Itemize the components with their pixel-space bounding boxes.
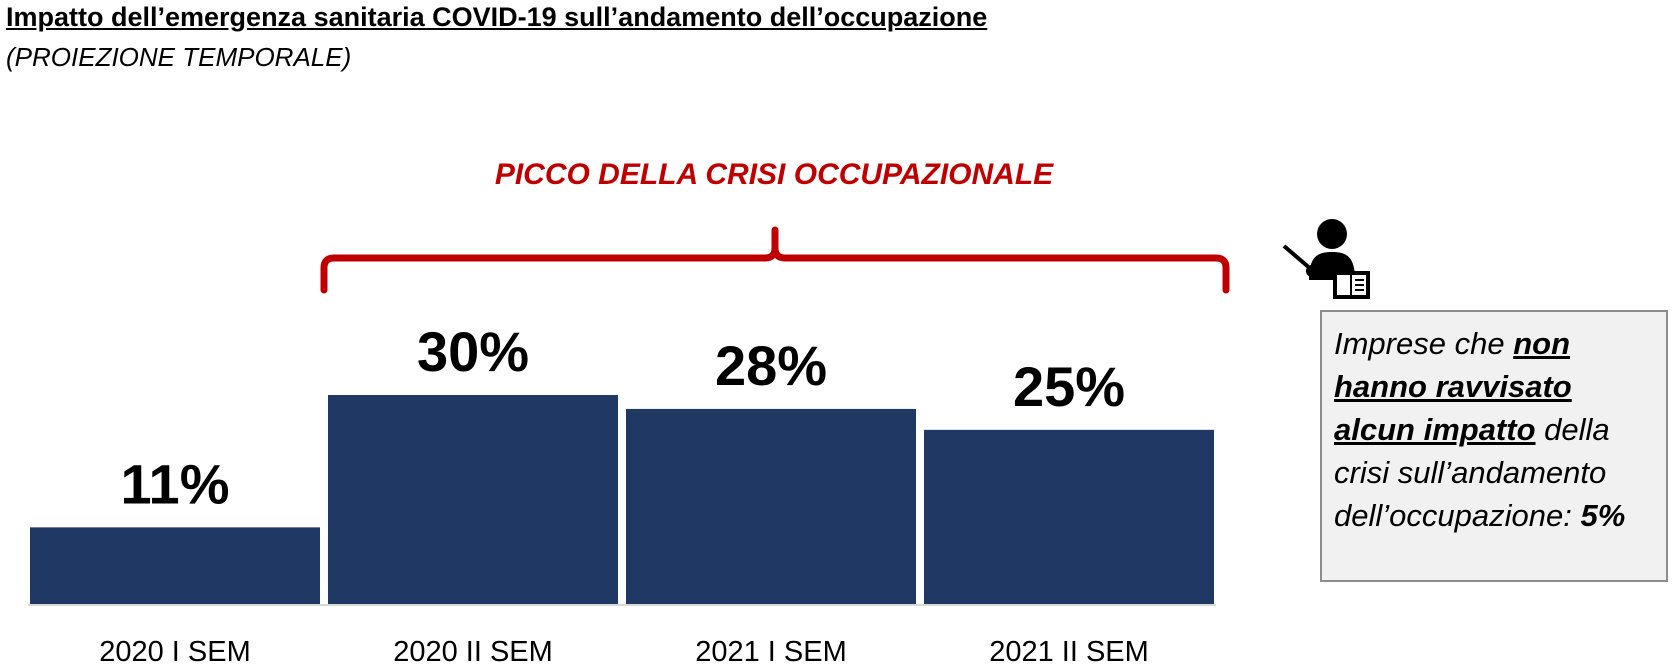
chart-subtitle: (PROIEZIONE TEMPORALE)	[6, 42, 352, 72]
note-box: Imprese che non hanno ravvisato alcun im…	[1320, 310, 1668, 582]
teacher-presentation-icon	[1282, 219, 1370, 299]
note-text-after: della crisi sull’andamento dell’occupazi…	[1334, 412, 1610, 533]
peak-bracket	[320, 226, 1230, 294]
value-label-2: 30%	[417, 320, 529, 383]
bar-4	[924, 429, 1214, 604]
value-labels-group: 11% 30% 28% 25%	[121, 320, 1126, 515]
category-label-2: 2020 II SEM	[393, 636, 553, 668]
category-label-4: 2021 II SEM	[989, 636, 1149, 668]
chart-title: Impatto dell’emergenza sanitaria COVID-1…	[6, 2, 988, 32]
value-label-1: 11%	[121, 452, 230, 515]
bar-1	[30, 527, 320, 604]
value-label-3: 28%	[715, 334, 827, 397]
note-text-before: Imprese che	[1334, 326, 1514, 361]
note-highlight: non hanno ravvisato alcun impatto	[1334, 326, 1572, 447]
category-label-1: 2020 I SEM	[99, 636, 251, 668]
note-value: 5%	[1580, 498, 1626, 533]
bars-group	[30, 395, 1214, 604]
category-labels-group: 2020 I SEM 2020 II SEM 2021 I SEM 2021 II S…	[99, 636, 1149, 668]
category-label-3: 2021 I SEM	[695, 636, 847, 668]
peak-label: PICCO DELLA CRISI OCCUPAZIONALE	[494, 158, 1054, 191]
value-label-4: 25%	[1013, 355, 1125, 418]
bar-2	[328, 395, 618, 604]
bar-3	[626, 408, 916, 604]
